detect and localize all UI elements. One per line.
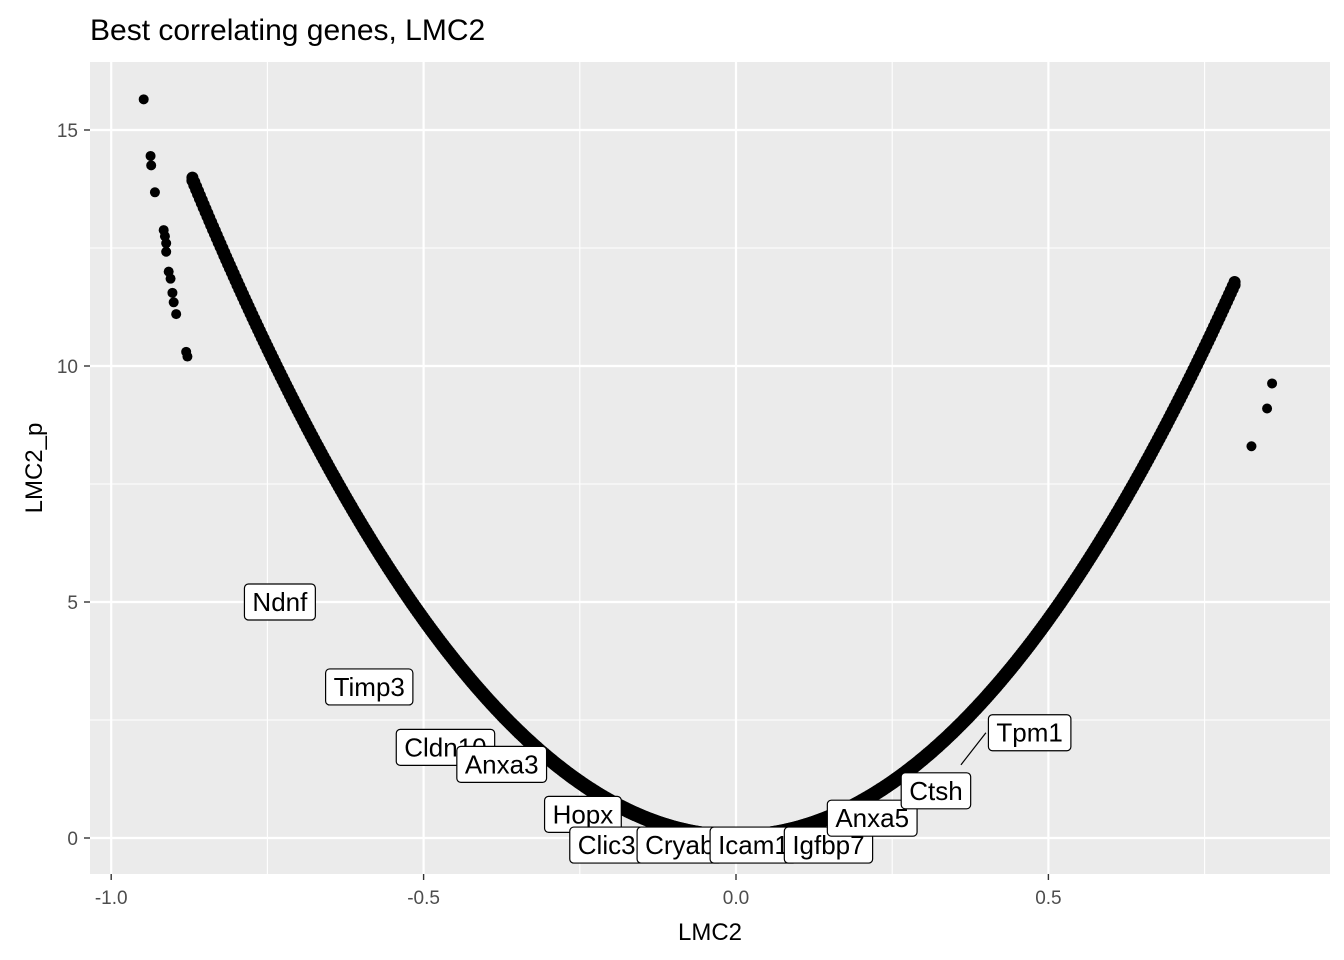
y-tick-label: 5 xyxy=(67,593,78,614)
data-point xyxy=(1262,403,1273,414)
gene-label-box xyxy=(456,745,548,783)
gene-label-tpm1: Tpm1 xyxy=(987,714,1072,752)
gene-label-box xyxy=(900,772,972,810)
gene-label-text: Ndnf xyxy=(252,587,308,617)
gene-label-box xyxy=(826,799,918,837)
label-leader-line xyxy=(960,732,987,766)
gene-label-clic3: Clic3 xyxy=(569,826,645,864)
gene-label-text: Tpm1 xyxy=(996,718,1062,748)
gene-label-text: Ctsh xyxy=(909,776,962,806)
x-tick-label: -1.0 xyxy=(95,888,128,909)
data-point xyxy=(168,297,179,308)
data-point xyxy=(149,187,160,198)
x-axis-title: LMC2 xyxy=(678,919,742,946)
gene-label-hopx: Hopx xyxy=(543,795,622,834)
panel-background xyxy=(90,62,1330,874)
gene-label-text: Timp3 xyxy=(334,672,405,702)
x-tick-label: 0.0 xyxy=(723,888,749,909)
gene-label-ndnf: Ndnf xyxy=(243,583,316,621)
y-tick-label: 15 xyxy=(57,121,78,142)
gene-label-box xyxy=(243,583,316,621)
data-point xyxy=(1246,441,1257,452)
data-point xyxy=(1267,378,1278,389)
data-point xyxy=(171,309,182,320)
gene-label-timp3: Timp3 xyxy=(325,668,414,706)
gene-label-text: Hopx xyxy=(553,799,614,829)
y-axis: 0 5 10 15 xyxy=(57,121,90,850)
data-point xyxy=(138,94,149,105)
label-leaders xyxy=(960,732,987,766)
data-point xyxy=(182,351,193,362)
y-axis-title: LMC2_p xyxy=(21,423,48,514)
gene-label-text: Anxa3 xyxy=(465,749,539,779)
data-points xyxy=(138,94,1278,844)
x-axis: -1.0 -0.5 0.0 0.5 xyxy=(95,874,1062,909)
gene-label-text: Icam1 xyxy=(718,830,789,860)
gene-label-anxa5: Anxa5 xyxy=(826,799,918,837)
gene-label-anxa3: Anxa3 xyxy=(456,745,548,783)
gene-label-icam1: Icam1 xyxy=(709,826,798,864)
x-tick-label: 0.5 xyxy=(1035,888,1061,909)
data-point xyxy=(167,287,178,298)
gene-label-box xyxy=(325,668,414,706)
data-point xyxy=(161,246,172,257)
data-point xyxy=(146,160,157,171)
gene-label-text: Cryab xyxy=(645,830,714,860)
data-point xyxy=(165,273,176,284)
x-tick-label: -0.5 xyxy=(407,888,440,909)
y-tick-label: 0 xyxy=(67,829,78,850)
gene-label-text: Anxa5 xyxy=(835,803,909,833)
data-point xyxy=(161,238,172,249)
plot-panel xyxy=(90,62,1330,874)
data-point xyxy=(145,150,156,161)
chart-title: Best correlating genes, LMC2 xyxy=(90,14,485,47)
gene-label-text: Clic3 xyxy=(578,830,636,860)
gene-label-ctsh: Ctsh xyxy=(900,772,972,810)
y-tick-label: 10 xyxy=(57,357,78,378)
gene-label-cryab: Cryab xyxy=(636,826,724,864)
data-point xyxy=(1228,275,1241,288)
gene-label-box xyxy=(987,714,1072,752)
